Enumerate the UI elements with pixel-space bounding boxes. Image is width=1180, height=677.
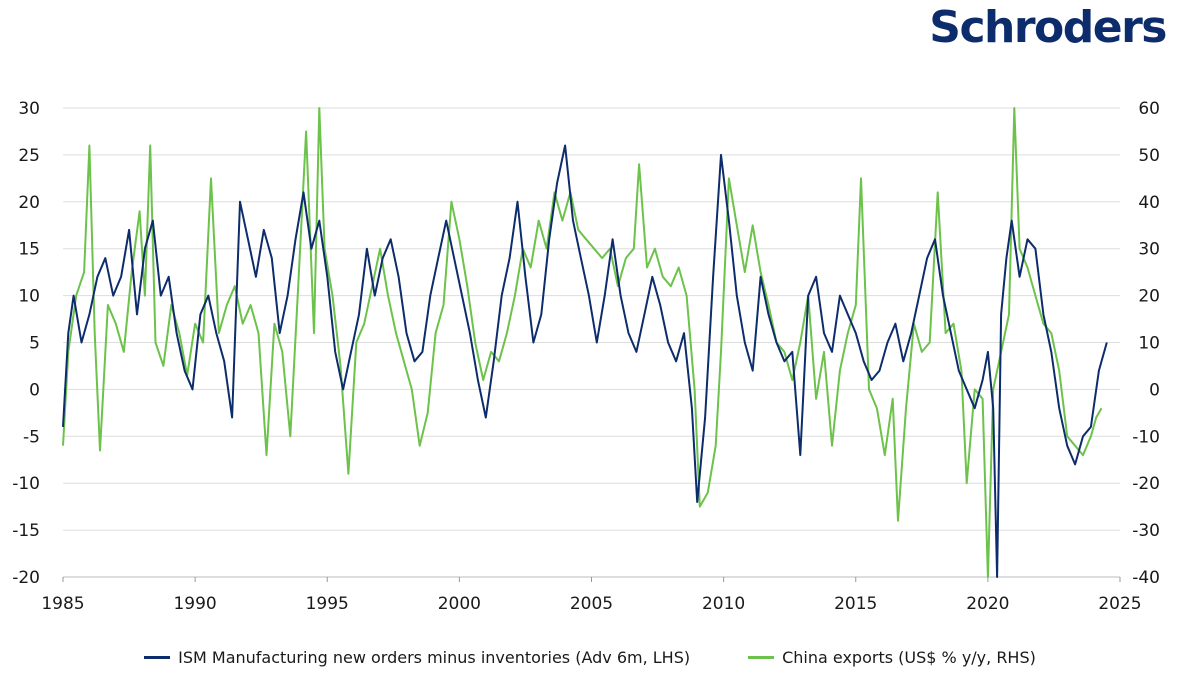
x-axis-ticks: 1985 1990 1995 2000 2005 2010 2015 2020 2025 (41, 577, 1142, 614)
right-tick-label: 20 (1138, 287, 1160, 307)
right-tick-label: 0 (1149, 380, 1160, 400)
legend-label-ism: ISM Manufacturing new orders minus inven… (178, 648, 691, 667)
legend-item-ism: ISM Manufacturing new orders minus inven… (144, 648, 690, 667)
x-tick-label: 2010 (702, 594, 745, 614)
right-tick-label: 40 (1138, 193, 1160, 213)
left-tick-label: -20 (12, 568, 40, 588)
right-tick-label: 60 (1138, 99, 1160, 119)
right-axis-ticks: 60 50 40 30 20 10 0 -10 -20 -30 -40 (1132, 99, 1160, 588)
right-tick-label: -10 (1132, 427, 1160, 447)
left-tick-label: 20 (18, 193, 40, 213)
legend-item-china: China exports (US$ % y/y, RHS) (748, 648, 1036, 667)
legend-swatch-ism (144, 656, 171, 659)
x-tick-label: 2025 (1098, 594, 1141, 614)
x-tick-label: 1985 (41, 594, 84, 614)
x-tick-label: 1995 (306, 594, 349, 614)
schroders-logo: Schroders (929, 2, 1167, 53)
left-tick-label: 0 (29, 380, 40, 400)
left-tick-label: 30 (18, 99, 40, 119)
left-tick-label: -5 (23, 427, 40, 447)
gridlines (63, 107, 1120, 578)
x-tick-label: 2015 (834, 594, 877, 614)
legend: ISM Manufacturing new orders minus inven… (0, 648, 1180, 667)
right-tick-label: -30 (1132, 521, 1160, 541)
legend-label-china: China exports (US$ % y/y, RHS) (782, 648, 1036, 667)
legend-swatch-china (748, 656, 775, 659)
series-lines (62, 107, 1108, 578)
left-tick-label: 10 (18, 287, 40, 307)
right-tick-label: 50 (1138, 146, 1160, 166)
x-tick-label: 2020 (966, 594, 1009, 614)
left-tick-label: 5 (29, 334, 40, 354)
right-tick-label: 30 (1138, 240, 1160, 260)
left-tick-label: 15 (18, 240, 40, 260)
right-tick-label: 10 (1138, 334, 1160, 354)
series-line-china (62, 107, 1103, 578)
left-tick-label: -15 (12, 521, 40, 541)
left-tick-label: 25 (18, 146, 40, 166)
right-tick-label: -40 (1132, 568, 1160, 588)
left-axis-ticks: 30 25 20 15 10 5 0 -5 -10 -15 -20 (12, 99, 40, 588)
x-tick-label: 2000 (438, 594, 481, 614)
x-tick-label: 1990 (173, 594, 216, 614)
series-line-ism (62, 144, 1108, 578)
left-tick-label: -10 (12, 474, 40, 494)
x-tick-label: 2005 (570, 594, 613, 614)
right-tick-label: -20 (1132, 474, 1160, 494)
